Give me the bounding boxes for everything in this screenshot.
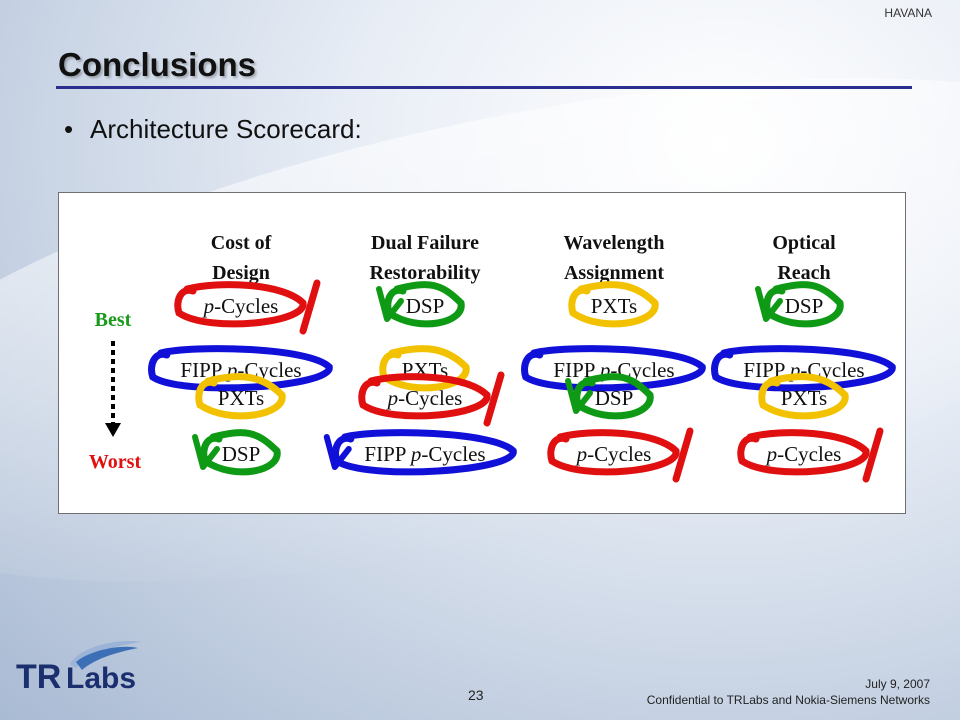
scorecard-entry: DSP [565, 373, 654, 420]
scorecard-entry: p-Cycles [547, 427, 694, 483]
footer-confidential: Confidential to TRLabs and Nokia-Siemens… [646, 693, 930, 707]
entry-loop [200, 429, 281, 476]
scorecard-graphic: Best Worst Cost of Design p-Cycles FIPP p-Cyc… [89, 232, 896, 483]
scorecard-entry: p-Cycles [358, 371, 505, 427]
header-label: HAVANA [884, 6, 932, 20]
axis-worst-label: Worst [89, 451, 142, 473]
entry-loop [195, 373, 286, 420]
entry-loop [332, 429, 517, 476]
scorecard-entry: FIPP p-Cycles [711, 345, 896, 392]
entry-label: p-Cycles [386, 386, 463, 410]
column-header-line2: Assignment [564, 262, 664, 284]
entry-loop [573, 373, 654, 420]
column-header-line1: Cost of [211, 232, 272, 254]
page-number: 23 [468, 687, 484, 703]
check-mark-icon [323, 434, 352, 470]
cross-mark-icon [483, 371, 505, 427]
entry-loop [758, 373, 849, 420]
entry-label: DSP [785, 294, 824, 318]
scorecard-entry: p-Cycles [174, 279, 321, 335]
entry-label: PXTs [781, 386, 827, 410]
column-header-line2: Restorability [369, 262, 480, 284]
entry-label: p-Cycles [575, 442, 652, 466]
cross-mark-icon [862, 427, 884, 483]
column-header-line1: Wavelength [563, 232, 664, 254]
bullet-text: Architecture Scorecard: [90, 114, 362, 144]
entry-label: PXTs [591, 294, 637, 318]
check-mark-icon [376, 286, 404, 322]
bullet-dot-icon: • [64, 114, 74, 144]
entry-loop [148, 345, 333, 392]
entry-loop [358, 373, 491, 420]
entry-label: DSP [595, 386, 634, 410]
scorecard-entry: PXTs [758, 373, 849, 420]
scorecard-entry: DSP [755, 281, 844, 328]
cross-mark-icon [299, 279, 321, 335]
column-header-line1: Dual Failure [371, 232, 479, 254]
scorecard-entry: FIPP p-Cycles [148, 345, 333, 392]
footer-date: July 9, 2007 [865, 677, 930, 691]
column-header-line2: Reach [777, 262, 830, 284]
rank-arrow-head-icon [105, 423, 121, 437]
entry-label: FIPP p-Cycles [364, 442, 485, 466]
entry-label: PXTs [218, 386, 264, 410]
bullet-item: • Architecture Scorecard: [64, 114, 362, 145]
check-mark-icon [565, 378, 593, 414]
logo-text-tr: TR [16, 658, 61, 696]
entry-label: DSP [222, 442, 261, 466]
trlabs-logo: TR Labs [10, 628, 160, 713]
title-underline [56, 86, 912, 89]
scorecard-entry: PXTs [568, 281, 659, 328]
entry-loop [379, 345, 470, 392]
cross-mark-icon [672, 427, 694, 483]
scorecard-entry: p-Cycles [737, 427, 884, 483]
entry-label: p-Cycles [202, 294, 279, 318]
scorecard-entry: DSP [376, 281, 465, 328]
check-mark-icon [192, 434, 220, 470]
logo-text-labs: Labs [66, 662, 136, 695]
entry-loop [547, 429, 680, 476]
column-header-line1: Optical [772, 232, 836, 254]
entry-loop [521, 345, 706, 392]
scorecard-entry: PXTs [195, 373, 286, 420]
axis-best-label: Best [95, 309, 132, 331]
entry-loop [763, 281, 844, 328]
entry-label: FIPP p-Cycles [180, 358, 301, 382]
scorecard-entry: DSP [192, 429, 281, 476]
slide-title: Conclusions [58, 46, 257, 83]
scorecard-entry: FIPP p-Cycles [323, 429, 517, 476]
scorecard-panel: Best Worst Cost of Design p-Cycles FIPP p-Cyc… [58, 192, 906, 514]
scorecard-entry: FIPP p-Cycles [521, 345, 706, 392]
entry-loop [568, 281, 659, 328]
entry-loop [174, 281, 307, 328]
check-mark-icon [755, 286, 783, 322]
entry-loop [711, 345, 896, 392]
entry-loop [737, 429, 870, 476]
entry-label: p-Cycles [765, 442, 842, 466]
column-header-line2: Design [212, 262, 270, 284]
entry-label: DSP [406, 294, 445, 318]
entry-loop [384, 281, 465, 328]
